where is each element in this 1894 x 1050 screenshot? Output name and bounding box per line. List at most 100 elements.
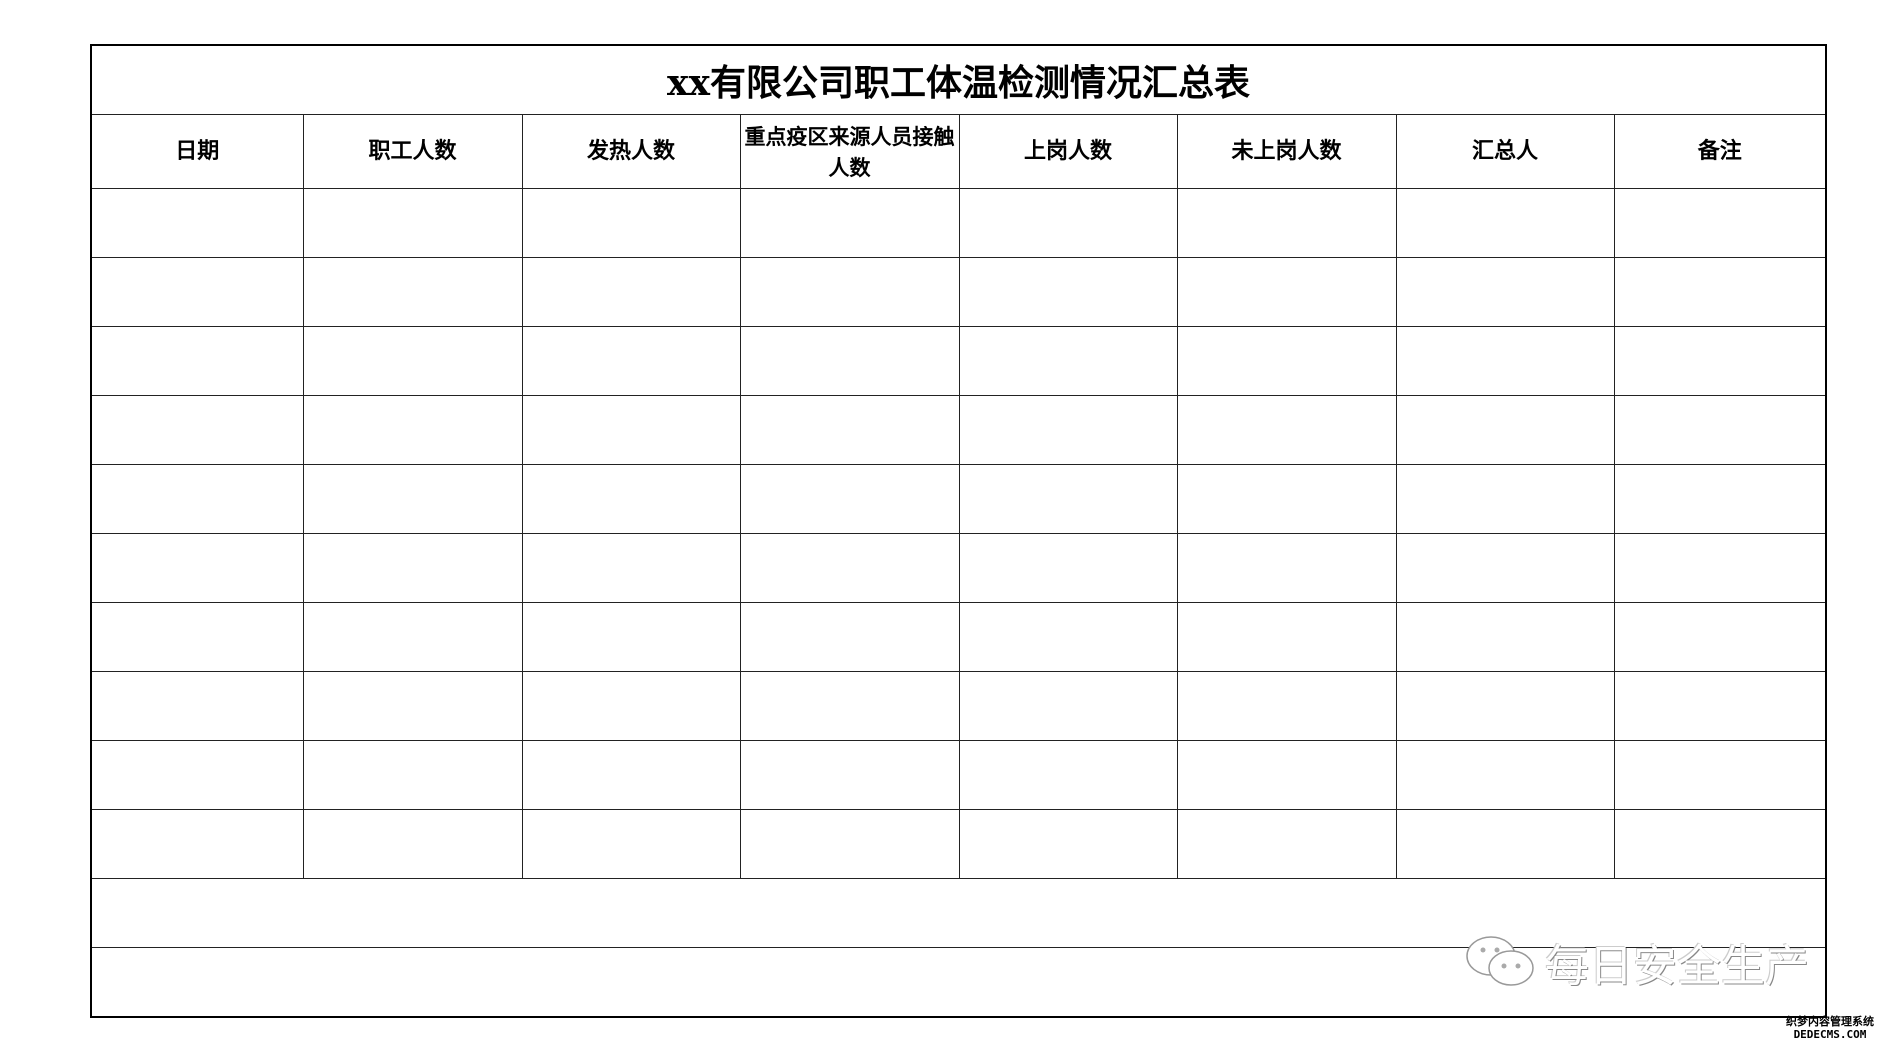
- table-cell[interactable]: [92, 809, 304, 879]
- table-title: xx有限公司职工体温检测情况汇总表: [92, 46, 1825, 115]
- table-cell[interactable]: [302, 188, 523, 258]
- table-cell[interactable]: [739, 740, 960, 810]
- table-cell[interactable]: [958, 533, 1178, 603]
- table-cell[interactable]: [1395, 257, 1615, 327]
- table-cell[interactable]: [302, 257, 523, 327]
- table-cell[interactable]: [1613, 395, 1825, 465]
- table-cell[interactable]: [1395, 602, 1615, 672]
- table-cell[interactable]: [1395, 326, 1615, 396]
- table-cell[interactable]: [1395, 809, 1615, 879]
- table-cell[interactable]: [958, 257, 1178, 327]
- watermark-text: 每日安全生产: [1545, 941, 1809, 992]
- table-cell[interactable]: [1395, 188, 1615, 258]
- table-cell[interactable]: [92, 326, 304, 396]
- column-header: 发热人数: [521, 114, 741, 189]
- table-cell[interactable]: [1176, 809, 1397, 879]
- table-cell[interactable]: [958, 326, 1178, 396]
- table-cell[interactable]: [1613, 257, 1825, 327]
- table-cell[interactable]: [521, 464, 741, 534]
- table-cell[interactable]: [302, 395, 523, 465]
- table-cell[interactable]: [92, 671, 304, 741]
- table-cell[interactable]: [1395, 464, 1615, 534]
- table-row: [92, 326, 1825, 396]
- header-row: 日期 职工人数 发热人数 重点疫区来源人员接触人数 上岗人数 未上岗人数 汇总人 备注: [92, 114, 1825, 189]
- table-cell[interactable]: [739, 809, 960, 879]
- table-cell[interactable]: [1613, 533, 1825, 603]
- table-cell[interactable]: [302, 464, 523, 534]
- table-cell[interactable]: [92, 602, 304, 672]
- table-cell[interactable]: [739, 671, 960, 741]
- table-cell[interactable]: [739, 464, 960, 534]
- table-cell[interactable]: [521, 257, 741, 327]
- table-cell[interactable]: [302, 533, 523, 603]
- table-cell[interactable]: [1613, 326, 1825, 396]
- column-header: 上岗人数: [958, 114, 1178, 189]
- footer-row[interactable]: [92, 878, 1825, 948]
- table-row: [92, 809, 1825, 879]
- table-cell[interactable]: [92, 257, 304, 327]
- table-cell[interactable]: [1176, 533, 1397, 603]
- table-cell[interactable]: [92, 395, 304, 465]
- table-cell[interactable]: [1176, 188, 1397, 258]
- table-cell[interactable]: [1613, 602, 1825, 672]
- table-cell[interactable]: [1395, 395, 1615, 465]
- table-cell[interactable]: [958, 464, 1178, 534]
- table-cell[interactable]: [521, 602, 741, 672]
- table-cell[interactable]: [1395, 533, 1615, 603]
- table-cell[interactable]: [739, 257, 960, 327]
- table-cell[interactable]: [1613, 464, 1825, 534]
- table-row: [92, 464, 1825, 534]
- table-cell[interactable]: [521, 395, 741, 465]
- table-cell[interactable]: [739, 326, 960, 396]
- table-cell[interactable]: [1613, 809, 1825, 879]
- corner-logo: 织梦内容管理系统 DEDECMS.COM: [1786, 1015, 1874, 1041]
- table-cell[interactable]: [739, 602, 960, 672]
- table-cell[interactable]: [1176, 326, 1397, 396]
- table-cell[interactable]: [1176, 395, 1397, 465]
- table-cell[interactable]: [521, 809, 741, 879]
- table-cell[interactable]: [521, 188, 741, 258]
- table-cell[interactable]: [302, 326, 523, 396]
- table-cell[interactable]: [302, 602, 523, 672]
- table-cell[interactable]: [958, 740, 1178, 810]
- table-cell[interactable]: [1176, 740, 1397, 810]
- table-cell[interactable]: [92, 464, 304, 534]
- table-cell[interactable]: [302, 671, 523, 741]
- table-cell[interactable]: [521, 671, 741, 741]
- table-row: [92, 257, 1825, 327]
- table-cell[interactable]: [302, 740, 523, 810]
- footer-row[interactable]: [92, 947, 1825, 1016]
- table-cell[interactable]: [1176, 602, 1397, 672]
- table-cell[interactable]: [1176, 671, 1397, 741]
- table-row: [92, 395, 1825, 465]
- table-cell[interactable]: [958, 602, 1178, 672]
- wechat-icon: [1466, 936, 1534, 986]
- table-cell[interactable]: [958, 671, 1178, 741]
- corner-logo-line2: DEDECMS.COM: [1793, 1028, 1867, 1041]
- table-cell[interactable]: [92, 740, 304, 810]
- table-cell[interactable]: [1395, 740, 1615, 810]
- table-cell[interactable]: [1613, 188, 1825, 258]
- summary-table: xx有限公司职工体温检测情况汇总表 日期 职工人数 发热人数 重点疫区来源人员接触人数…: [90, 44, 1827, 1018]
- table-cell[interactable]: [302, 809, 523, 879]
- table-cell[interactable]: [739, 395, 960, 465]
- table-cell[interactable]: [521, 326, 741, 396]
- column-header: 日期: [92, 114, 304, 189]
- column-header: 汇总人: [1395, 114, 1615, 189]
- table-cell[interactable]: [1176, 464, 1397, 534]
- table-row: [92, 188, 1825, 258]
- table-cell[interactable]: [739, 188, 960, 258]
- table-cell[interactable]: [521, 740, 741, 810]
- table-cell[interactable]: [521, 533, 741, 603]
- table-cell[interactable]: [958, 188, 1178, 258]
- table-cell[interactable]: [1176, 257, 1397, 327]
- table-cell[interactable]: [1613, 740, 1825, 810]
- table-cell[interactable]: [1395, 671, 1615, 741]
- table-cell[interactable]: [1613, 671, 1825, 741]
- table-cell[interactable]: [958, 395, 1178, 465]
- table-cell[interactable]: [92, 533, 304, 603]
- column-header: 未上岗人数: [1176, 114, 1397, 189]
- table-cell[interactable]: [92, 188, 304, 258]
- table-cell[interactable]: [958, 809, 1178, 879]
- table-cell[interactable]: [739, 533, 960, 603]
